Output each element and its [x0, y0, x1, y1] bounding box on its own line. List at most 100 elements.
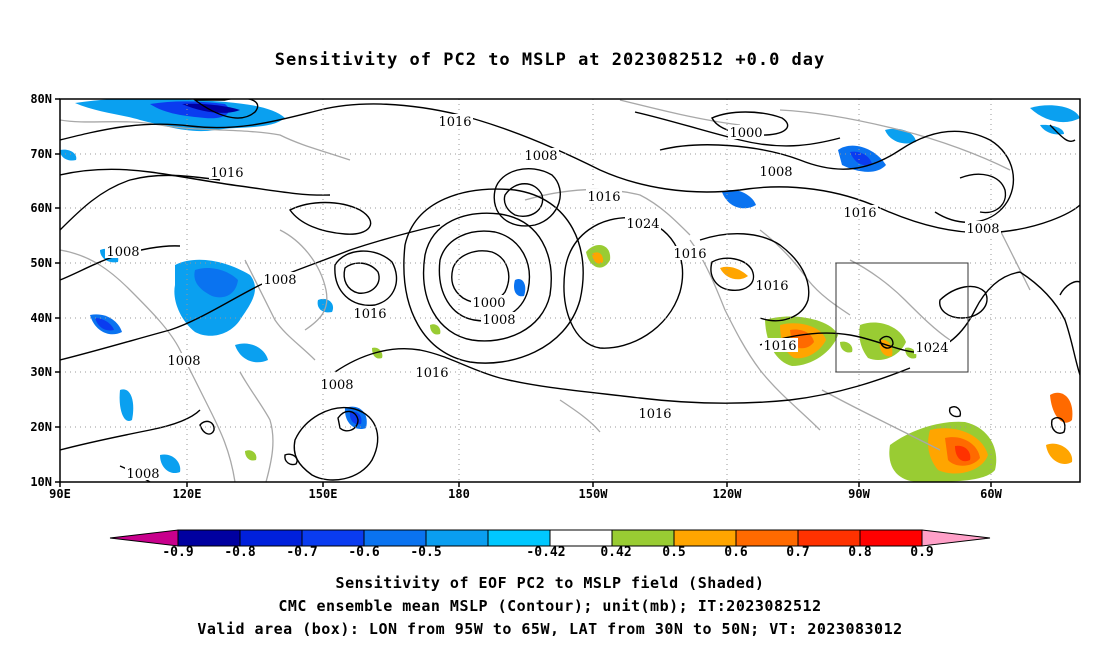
lat-label: 60N: [30, 201, 52, 215]
contour-label: 1016: [587, 190, 620, 205]
lat-label: 80N: [30, 92, 52, 106]
positive-sensitivity-shading: [245, 245, 1073, 482]
caption-line-2: CMC ensemble mean MSLP (Contour); unit(m…: [278, 597, 822, 615]
contour-label: 1008: [320, 378, 353, 393]
lon-label: 150W: [579, 487, 609, 501]
lon-label: 150E: [309, 487, 338, 501]
contour-label-bg: [625, 216, 661, 230]
contour-label: 1008: [126, 467, 159, 482]
colorbar-segment: [425, 529, 489, 547]
colorbar-segment: [487, 529, 551, 547]
colorbar-segment: [797, 529, 861, 547]
axis-ticks: [55, 98, 992, 487]
contour-label-bg: [754, 278, 790, 292]
contour-label-bg: [523, 148, 559, 162]
contour-label: 1008: [106, 245, 139, 260]
coastlines: [60, 99, 1031, 482]
contour-label-bg: [965, 221, 1001, 235]
caption-line-3: Valid area (box): LON from 95W to 65W, L…: [197, 620, 903, 638]
lat-label: 30N: [30, 365, 52, 379]
contour-label: 1016: [673, 247, 706, 262]
lat-lon-grid: [60, 99, 1080, 482]
lon-label: 120E: [173, 487, 202, 501]
colorbar-segment: [673, 529, 737, 547]
contour-label-bg: [914, 340, 950, 354]
lat-label: 70N: [30, 147, 52, 161]
contour-label: 1016: [438, 115, 471, 130]
contour-label: 1016: [755, 279, 788, 294]
contour-label-bg: [125, 466, 161, 480]
contour-label-bg: [414, 365, 450, 379]
colorbar-segment: [859, 529, 923, 547]
colorbar-lower-extend: [109, 529, 179, 547]
contour-label: 1016: [843, 206, 876, 221]
colorbar-segment: [735, 529, 799, 547]
contour-label-bg: [842, 205, 878, 219]
colorbar-tick-label: 0.8: [848, 545, 872, 560]
lon-label: 180: [448, 487, 470, 501]
lat-label: 40N: [30, 311, 52, 325]
contour-label-bg: [471, 295, 507, 309]
contour-label: 1000: [729, 126, 762, 141]
colorbar-tick-label: -0.8: [224, 545, 255, 560]
caption-line-1: Sensitivity of EOF PC2 to MSLP field (Sh…: [335, 574, 765, 592]
contour-label: 1008: [482, 313, 515, 328]
contour-label-bg: [586, 189, 622, 203]
contour-label: 1008: [966, 222, 999, 237]
contour-label-bg: [352, 306, 388, 320]
contour-label-bg: [758, 164, 794, 178]
contour-label-bg: [209, 165, 245, 179]
chart-title: Sensitivity of PC2 to MSLP at 2023082512…: [274, 50, 826, 70]
colorbar-upper-extend: [921, 529, 991, 547]
contour-label-bg: [481, 312, 517, 326]
map-frame: [59, 98, 1081, 483]
contour-label: 1016: [638, 407, 671, 422]
colorbar-tick-label: -0.7: [286, 545, 317, 560]
contour-label: 1024: [626, 217, 659, 232]
contour-label: 1008: [759, 165, 792, 180]
colorbar-segment: [301, 529, 365, 547]
contour-label: 1016: [210, 166, 243, 181]
contour-label-bg: [637, 406, 673, 420]
colorbar-tick-label: 0.9: [910, 545, 933, 560]
lat-label: 10N: [30, 475, 52, 489]
lon-label: 90W: [848, 487, 870, 501]
colorbar-tick-label: 0.42: [600, 545, 631, 560]
lat-label: 20N: [30, 420, 52, 434]
contour-label: 1008: [167, 354, 200, 369]
colorbar-tick-label: -0.5: [410, 545, 441, 560]
colorbar: -0.9 -0.8 -0.7 -0.6 -0.5 -0.42 0.42 0.5 0.6 0.7 0.…: [109, 529, 991, 560]
contour-labels: 1016 1016 1008 1000 1008 1016 1016 1024 1008 1008…: [105, 114, 1001, 482]
colorbar-segment: [177, 529, 241, 547]
colorbar-tick-label: 0.5: [662, 545, 685, 560]
contour-label: 1000: [472, 296, 505, 311]
contour-label: 1016: [353, 307, 386, 322]
lon-label: 90E: [49, 487, 71, 501]
contour-label-bg: [262, 272, 298, 286]
contour-label-bg: [672, 246, 708, 260]
contour-label: 1008: [263, 273, 296, 288]
colorbar-segment: [549, 529, 613, 547]
contour-label-bg: [319, 377, 355, 391]
contour-label: 1024: [915, 341, 948, 356]
negative-sensitivity-shading: [60, 99, 1080, 474]
colorbar-segment: [363, 529, 427, 547]
contour-label-bg: [437, 114, 473, 128]
contour-label-bg: [728, 125, 764, 139]
lon-label: 60W: [980, 487, 1002, 501]
colorbar-tick-label: -0.42: [526, 545, 565, 560]
colorbar-tick-label: -0.9: [162, 545, 193, 560]
contour-label-bg: [762, 338, 798, 352]
colorbar-segment: [611, 529, 675, 547]
lon-label: 120W: [713, 487, 743, 501]
colorbar-tick-label: -0.6: [348, 545, 379, 560]
contour-label-bg: [105, 244, 141, 258]
lat-label: 50N: [30, 256, 52, 270]
contour-label: 1008: [524, 149, 557, 164]
valid-area-box: [835, 262, 969, 373]
contour-label: 1016: [415, 366, 448, 381]
colorbar-tick-label: 0.6: [724, 545, 748, 560]
colorbar-segment: [239, 529, 303, 547]
